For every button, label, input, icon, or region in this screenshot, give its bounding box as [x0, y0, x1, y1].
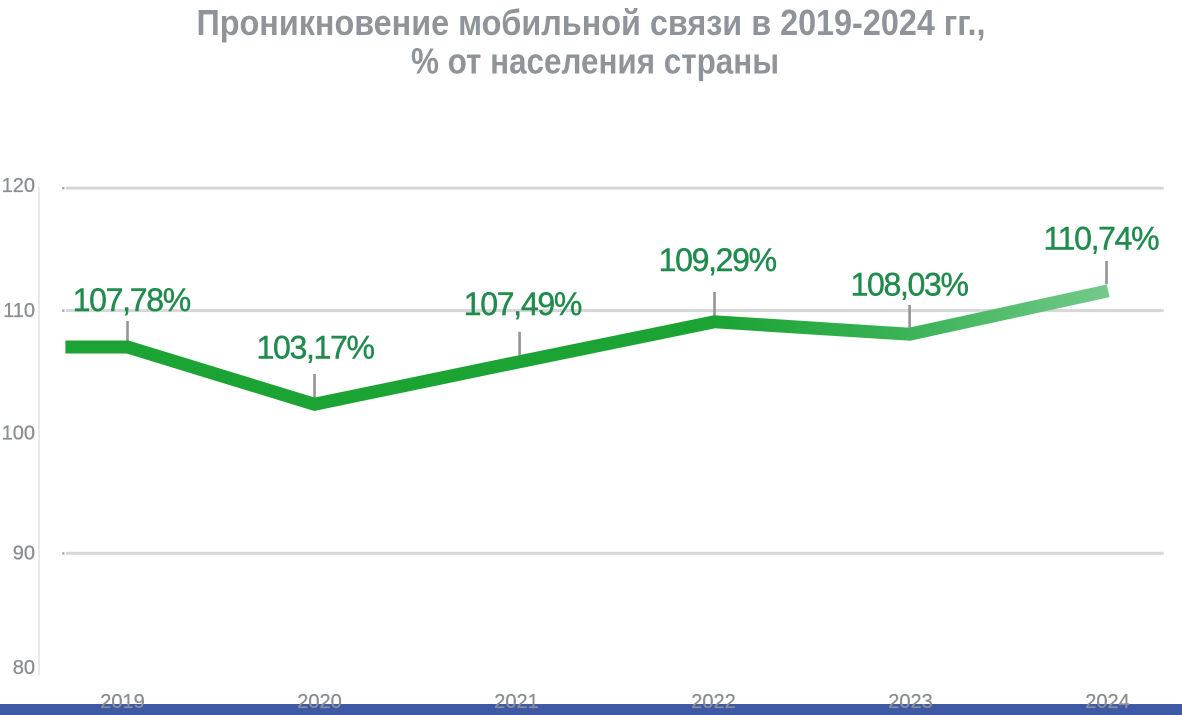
svg-text:2022: 2022	[691, 691, 736, 713]
svg-text:% от населения страны: % от населения страны	[411, 41, 779, 82]
svg-text:107,49%: 107,49%	[464, 286, 582, 322]
svg-text:80: 80	[13, 657, 35, 679]
svg-text:2019: 2019	[100, 691, 145, 713]
svg-text:2023: 2023	[888, 691, 933, 713]
svg-text:2024: 2024	[1085, 691, 1130, 713]
svg-text:2021: 2021	[494, 691, 539, 713]
svg-text:110: 110	[3, 300, 35, 322]
svg-text:110,74%: 110,74%	[1043, 221, 1159, 257]
svg-text:90: 90	[13, 543, 35, 565]
svg-text:Проникновение мобильной связи: Проникновение мобильной связи в 2019-202…	[197, 2, 986, 43]
svg-text:2020: 2020	[297, 691, 342, 713]
svg-text:109,29%: 109,29%	[659, 242, 777, 278]
svg-text:120: 120	[2, 175, 35, 197]
svg-text:103,17%: 103,17%	[256, 329, 374, 365]
svg-text:100: 100	[2, 422, 35, 444]
svg-text:108,03%: 108,03%	[850, 267, 968, 303]
svg-text:107,78%: 107,78%	[73, 282, 191, 318]
